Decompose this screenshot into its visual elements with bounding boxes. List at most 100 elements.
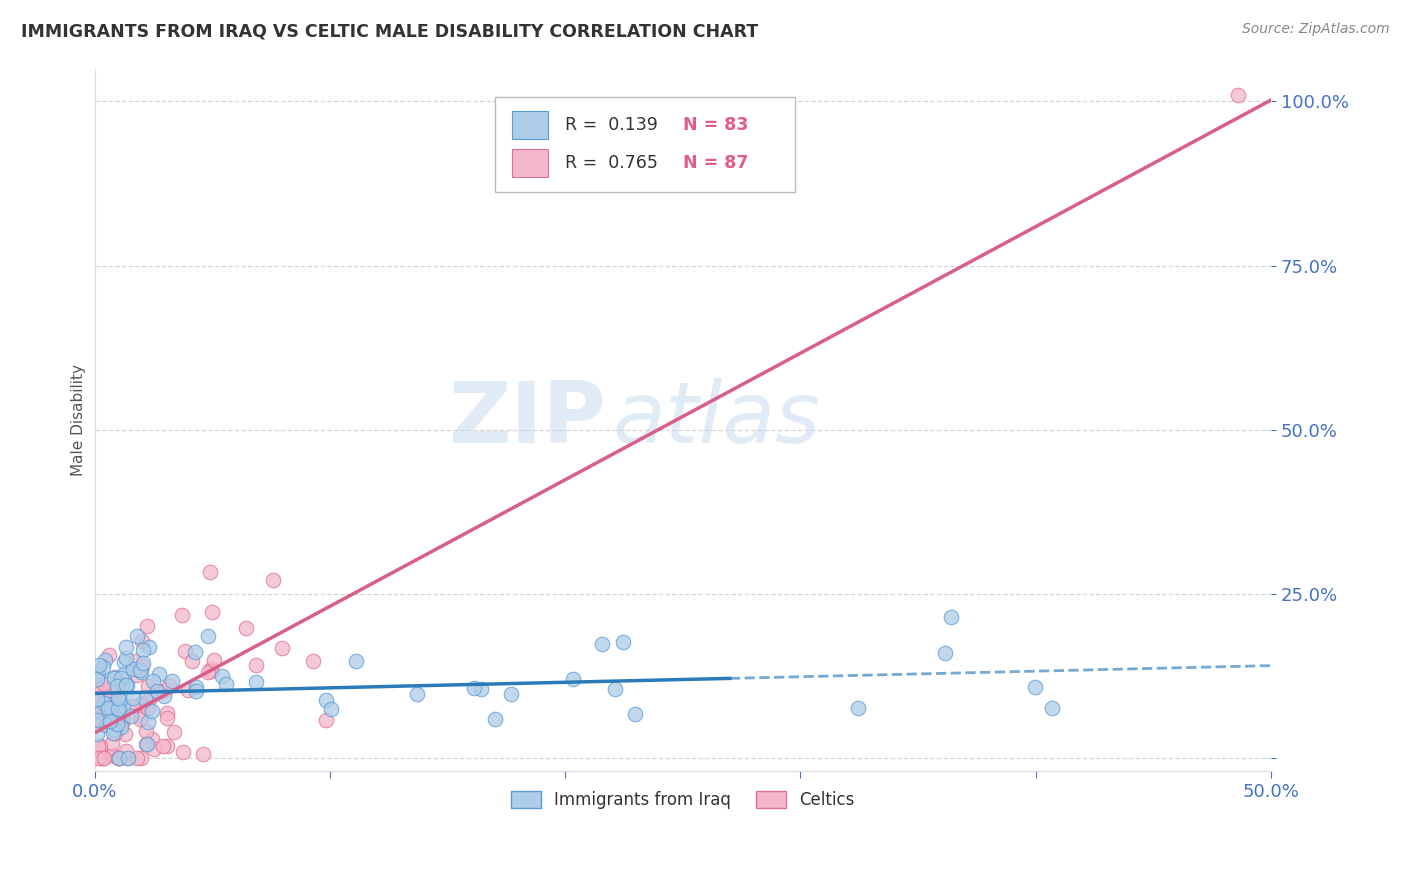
Text: R =  0.139: R = 0.139 [565,116,658,134]
Point [152,739,174,754]
Point [103,691,125,706]
Point [197,629,219,643]
Point [105,717,128,731]
Point [93,653,115,667]
Point [605,682,627,697]
Point [107,690,129,705]
Point [186,683,208,698]
Point [104,726,127,740]
Point [101,747,124,762]
Point [98,702,121,716]
Point [87,667,110,681]
Point [98,714,121,728]
Point [262,573,284,587]
Point [191,747,214,761]
Point [89,686,111,700]
Point [211,669,233,683]
Point [315,692,337,706]
Point [127,751,149,765]
Point [86,711,108,725]
Point [163,724,186,739]
Point [135,724,157,739]
Point [91,717,114,731]
Text: atlas: atlas [612,378,820,461]
Point [110,720,132,734]
Point [128,712,150,726]
Point [129,697,152,711]
Point [108,751,131,765]
Point [155,683,177,698]
Point [97,684,120,698]
Point [131,709,153,723]
Point [501,687,523,701]
Point [135,737,157,751]
Point [135,738,157,752]
Point [104,670,127,684]
Point [110,671,132,685]
Point [132,657,155,671]
Text: IMMIGRANTS FROM IRAQ VS CELTIC MALE DISABILITY CORRELATION CHART: IMMIGRANTS FROM IRAQ VS CELTIC MALE DISA… [21,22,758,40]
Point [86,672,108,686]
Point [156,711,179,725]
Point [127,629,149,643]
Point [172,608,194,623]
Point [160,674,183,689]
Point [122,662,145,676]
Point [131,659,153,673]
Point [245,675,267,690]
Point [138,714,160,729]
Point [90,751,112,765]
Point [141,704,163,718]
Point [1024,680,1046,694]
Point [846,701,869,715]
Point [484,712,506,726]
Point [110,716,132,731]
Point [177,682,200,697]
Point [93,751,115,765]
Point [245,658,267,673]
Point [97,697,120,711]
Point [180,654,202,668]
Point [104,680,127,694]
Text: N = 83: N = 83 [683,116,748,134]
Point [87,658,110,673]
Point [321,702,343,716]
Point [157,679,180,693]
Point [111,677,134,691]
Point [148,685,170,699]
Text: N = 87: N = 87 [683,154,748,172]
Point [97,701,120,715]
Point [90,706,112,720]
Point [108,700,131,714]
Point [463,681,485,695]
Point [612,635,634,649]
Point [132,643,155,657]
Point [87,751,110,765]
Point [94,718,117,732]
Point [107,702,129,716]
Point [86,713,108,727]
Point [186,680,208,694]
Point [172,745,194,759]
Point [235,621,257,635]
Point [107,751,129,765]
Point [1040,701,1063,715]
Point [86,685,108,699]
Point [117,678,139,692]
Point [112,655,135,669]
Point [98,681,121,695]
Point [136,619,159,633]
Text: R =  0.765: R = 0.765 [565,154,658,172]
Point [94,709,117,723]
Point [470,681,492,696]
FancyBboxPatch shape [495,96,794,192]
Point [624,707,647,722]
Point [562,673,585,687]
Point [406,686,429,700]
FancyBboxPatch shape [512,149,547,178]
Point [198,566,221,580]
Y-axis label: Male Disability: Male Disability [72,364,86,476]
Point [939,610,962,624]
Point [86,739,108,753]
Point [112,699,135,714]
